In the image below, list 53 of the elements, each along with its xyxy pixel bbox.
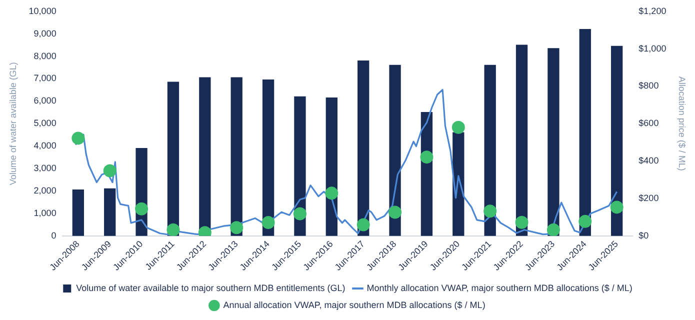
y-tick-label: 4,000	[34, 140, 56, 151]
point	[388, 206, 402, 219]
bar	[389, 64, 401, 236]
y2-tick-label: $1,000	[638, 43, 666, 54]
point	[484, 204, 497, 218]
y-tick-label: 8,000	[34, 50, 56, 61]
y2-tick-label: $200	[638, 192, 659, 203]
y2-tick-label: $1,200	[638, 6, 666, 16]
point	[72, 132, 85, 145]
point	[515, 216, 528, 229]
point	[578, 214, 592, 228]
y-tick-label: 1,000	[34, 208, 56, 218]
y-tick-label: 5,000	[34, 118, 56, 128]
point	[230, 221, 244, 234]
bar	[230, 77, 242, 236]
y2-axis-title: Allocation price ($ / ML)	[677, 76, 688, 171]
y-tick-label: 2,000	[34, 185, 56, 196]
point	[610, 200, 624, 214]
bar	[579, 29, 591, 236]
y-tick-label: 3,000	[34, 162, 56, 173]
y-tick-label: 10,000	[28, 6, 56, 16]
bar	[104, 188, 116, 236]
bar	[262, 80, 274, 236]
y2-tick-label: $400	[638, 156, 659, 166]
y-tick-label: 0	[51, 230, 56, 240]
y2-tick-label: $0	[638, 230, 649, 240]
point	[452, 120, 465, 134]
point	[135, 202, 148, 216]
y2-tick-label: $800	[638, 80, 659, 91]
point	[166, 223, 180, 236]
bar	[72, 189, 84, 236]
y2-tick-label: $600	[638, 118, 659, 128]
bar	[294, 96, 306, 236]
y-tick-label: 7,000	[34, 73, 56, 84]
bar	[548, 48, 560, 236]
point	[546, 223, 560, 236]
point	[262, 216, 275, 230]
bar	[516, 44, 528, 236]
legend-label: Volume of water available to major southern MDB entitlements (GL)	[76, 282, 346, 293]
point	[325, 186, 338, 200]
y-tick-label: 6,000	[34, 96, 56, 106]
bar	[484, 64, 496, 236]
point	[356, 218, 370, 232]
point	[420, 150, 434, 164]
y-axis-title: Volume of water available (GL)	[8, 62, 18, 186]
bar	[167, 82, 180, 236]
y-tick-label: 9,000	[34, 28, 56, 38]
point	[103, 164, 116, 178]
point	[293, 207, 306, 220]
bar	[358, 60, 370, 236]
bar	[611, 46, 623, 236]
legend-label: Annual allocation VWAP, major southern MDB allocations ($ / ML)	[223, 300, 486, 310]
legend-label: Monthly allocation VWAP, major southern MDB allocations ($ / ML)	[366, 282, 632, 293]
